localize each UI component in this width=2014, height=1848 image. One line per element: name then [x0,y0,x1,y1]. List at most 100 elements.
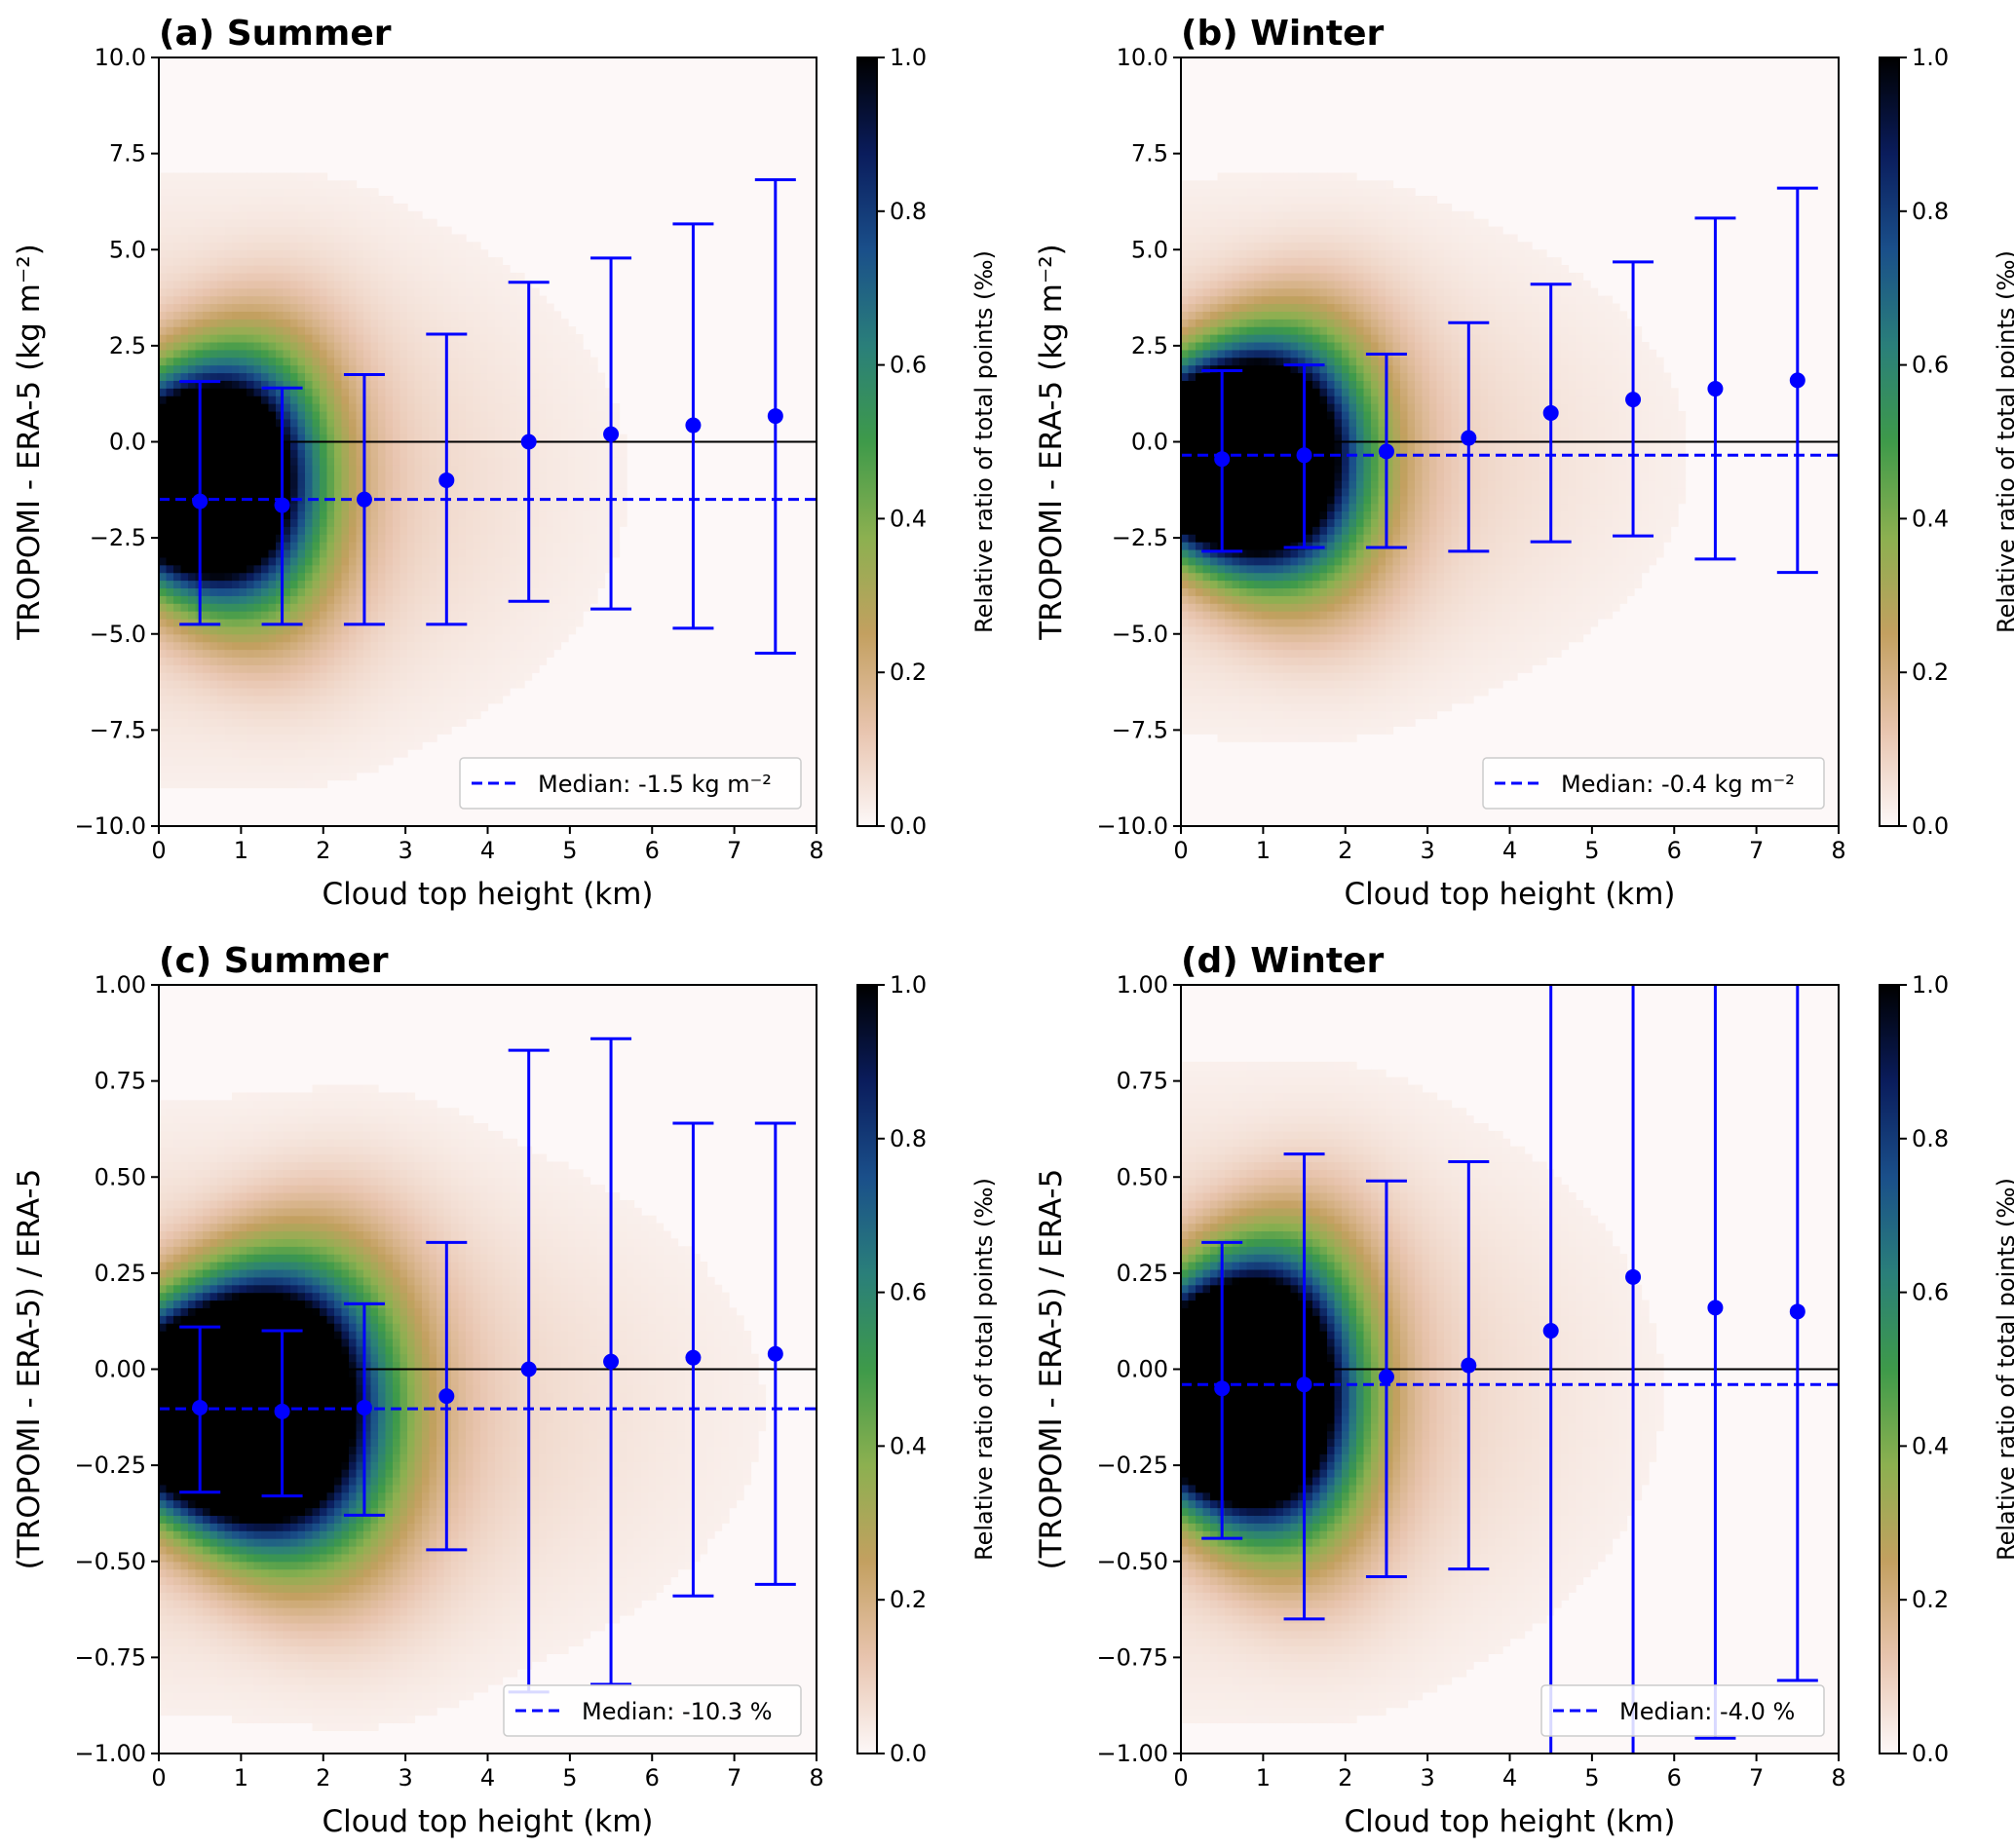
density-cell [1239,687,1248,697]
density-cell [429,364,437,374]
density-cell [399,272,408,282]
density-cell [414,564,423,574]
density-cell [1232,595,1240,604]
density-cell [356,311,364,320]
density-cell [451,418,460,428]
density-cell [268,611,277,620]
density-cell [326,388,335,396]
density-cell [203,641,211,651]
density-cell [473,487,481,497]
density-cell [437,396,445,404]
density-cell [326,341,335,351]
density-cell [393,272,401,282]
density-cell [209,226,218,236]
density-cell [510,341,518,351]
density-cell [180,542,189,550]
density-cell [443,672,452,681]
density-cell [575,556,584,566]
density-cell [516,472,525,481]
density-cell [1210,472,1219,481]
density-cell [203,734,211,742]
density-cell [560,334,569,343]
density-cell [414,687,423,697]
density-cell [188,649,197,659]
density-cell [276,718,285,728]
density-cell [253,548,262,558]
density-cell [1181,188,1190,197]
density-cell [253,319,262,327]
density-cell [173,295,182,305]
density-cell [268,503,277,512]
density-cell [385,487,394,497]
density-cell [320,418,328,428]
density-cell [239,341,247,351]
density-cell [326,542,335,550]
density-cell [312,572,321,582]
density-cell [1210,457,1219,466]
density-cell [1210,272,1219,282]
density-cell [393,203,401,212]
density-cell [422,695,431,704]
density-cell [239,580,247,589]
density-cell [217,210,226,220]
density-cell [1202,510,1211,519]
density-cell [166,410,174,420]
y-tick-label: −5.0 [90,621,146,648]
density-cell [232,396,241,404]
density-cell [334,526,343,535]
density-cell [268,603,277,612]
density-cell [414,465,423,473]
density-cell [247,418,255,428]
density-cell [502,449,511,458]
density-cell [516,664,525,673]
density-cell [370,534,379,543]
density-cell [173,556,182,566]
density-cell [203,372,211,381]
density-cell [173,357,182,366]
density-cell [159,472,168,481]
density-cell [429,556,437,566]
density-cell [341,472,350,481]
density-cell [451,641,460,651]
density-cell [334,587,343,596]
density-cell [283,203,291,212]
density-cell [422,595,431,604]
density-cell [253,188,262,197]
density-cell [209,695,218,704]
density-cell [334,242,343,250]
density-cell [1225,734,1234,742]
density-cell [305,287,314,297]
density-cell [268,257,277,266]
density-cell [1225,526,1234,535]
density-cell [341,756,350,766]
density-cell [437,319,445,327]
density-cell [188,618,197,627]
density-cell [180,595,189,604]
density-cell [429,218,437,228]
density-cell [539,418,548,428]
density-cell [209,556,218,566]
density-cell [458,710,467,720]
density-cell [283,441,291,450]
density-cell [487,664,496,673]
density-cell [378,257,387,266]
density-cell [320,457,328,466]
density-cell [399,303,408,312]
density-cell [597,534,606,543]
density-cell [458,410,467,420]
density-cell [539,518,548,527]
density-cell [188,726,197,735]
density-cell [349,664,358,673]
density-cell [297,572,306,582]
density-cell [209,718,218,728]
density-cell [378,272,387,282]
density-cell [363,611,372,620]
density-cell [217,580,226,589]
density-cell [159,587,168,596]
density-cell [232,618,241,627]
density-cell [297,249,306,258]
density-cell [217,457,226,466]
density-cell [597,388,606,396]
density-cell [247,280,255,289]
density-cell [487,526,496,535]
